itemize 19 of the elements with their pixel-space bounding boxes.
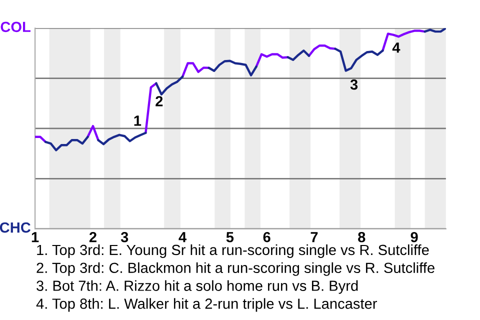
annotation: 1 [134, 116, 142, 126]
x-tick-label: 7 [310, 232, 318, 242]
x-tick-label: 4 [178, 232, 187, 242]
x-tick-label: 3 [120, 232, 128, 242]
annotation: 4 [392, 42, 400, 53]
text: 4. Top 8th: L. Walker hit a 2-run triple vs L. Lancaster [36, 298, 378, 312]
annotation: 2 [156, 96, 163, 106]
text: 3. Bot 7th: A. Rizzo hit a solo home run vs B. Byrd [36, 280, 358, 294]
x-tick-label: 8 [358, 232, 366, 242]
annotation: 3 [350, 79, 358, 90]
text: 2. Top 3rd: C. Blackmon hit a run-scoring single vs R. Sutcliffe [36, 262, 434, 276]
x-tick-label: 5 [226, 232, 234, 242]
x-tick-label: 2 [89, 232, 96, 242]
x-tick-label: 1 [32, 232, 39, 242]
text: 1. Top 3rd: E. Young Sr hit a run-scoring single vs R. Sutcliffe [37, 244, 429, 258]
text: CHC [0, 222, 31, 233]
text: COL [0, 22, 30, 32]
x-tick-label: 6 [263, 232, 270, 242]
x-tick-label: 9 [410, 232, 418, 242]
